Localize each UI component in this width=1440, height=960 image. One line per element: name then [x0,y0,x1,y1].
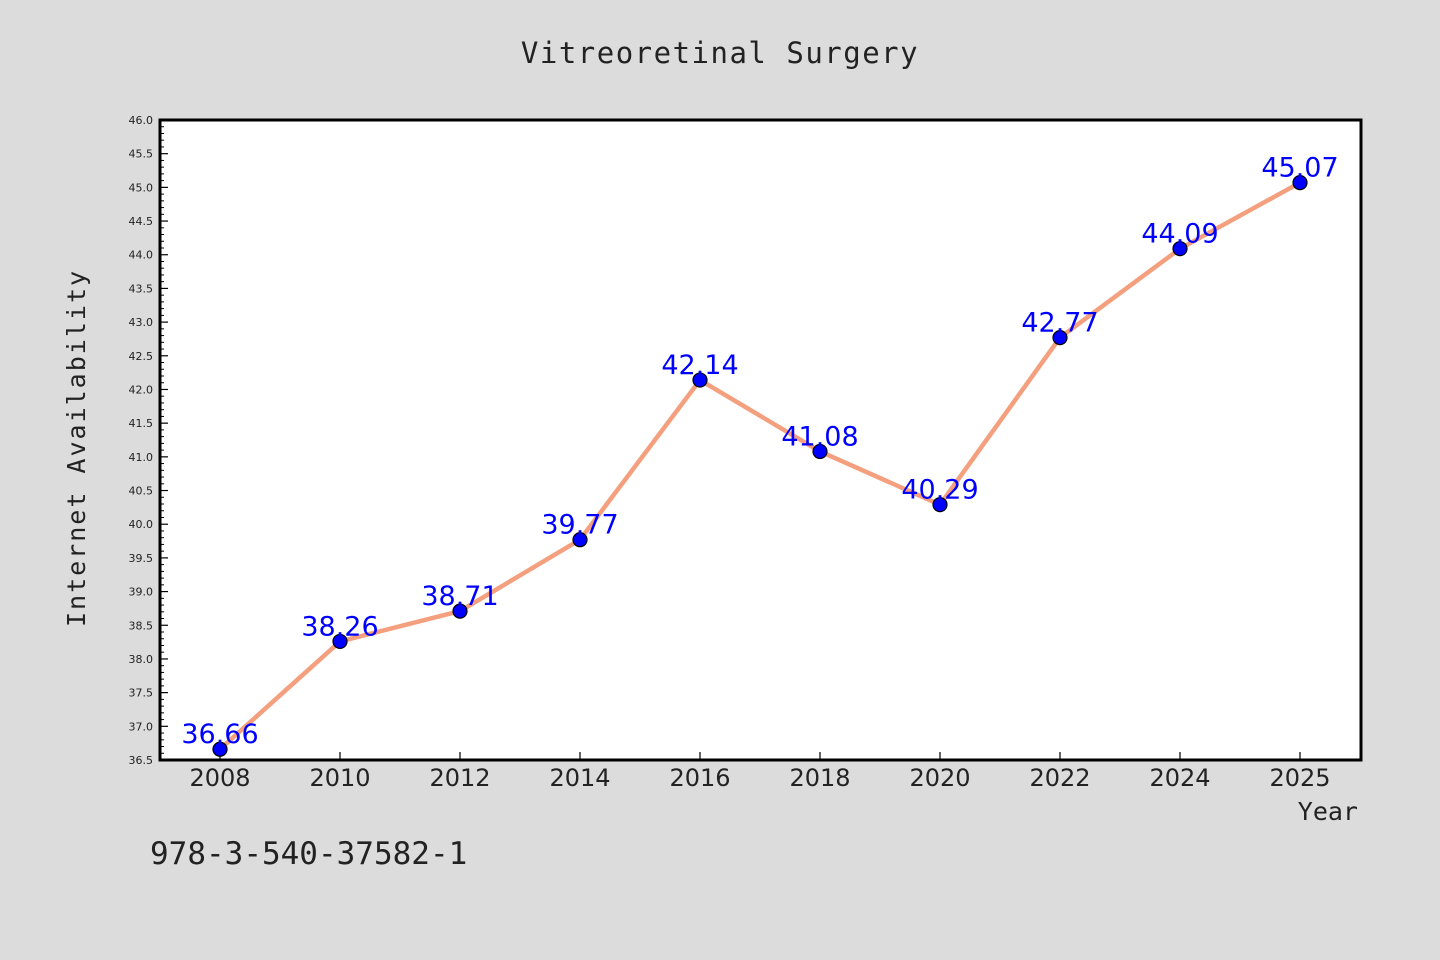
x-tick-label: 2024 [1149,764,1210,792]
y-tick-label: 40.5 [129,485,154,498]
chart-title: Vitreoretinal Surgery [521,36,919,70]
x-tick-label: 2022 [1029,764,1090,792]
x-tick-label: 2012 [429,764,490,792]
data-label: 36.66 [181,719,258,750]
x-tick-label: 2010 [309,764,370,792]
y-tick-label: 37.5 [129,687,154,700]
y-tick-label: 40.0 [129,518,154,531]
y-tick-label: 38.0 [129,653,154,666]
data-label: 42.14 [661,350,738,381]
x-tick-label: 2020 [909,764,970,792]
data-label: 42.77 [1021,308,1098,339]
data-point [1292,175,1308,191]
data-label: 39.77 [541,510,618,541]
data-point [1052,330,1068,346]
y-tick-label: 41.0 [129,451,154,464]
data-point [812,443,828,460]
y-tick-label: 44.0 [129,249,154,262]
y-tick-label: 41.5 [129,417,154,430]
data-labels: 36.66 38.26 38.71 39.77 42.14 41.08 40.29 42.77… [181,153,1338,751]
data-point [212,741,228,757]
series-line-group [217,180,1303,752]
y-tick-label: 44.5 [129,215,154,228]
plot-area [160,120,1361,760]
y-tick-label: 36.5 [129,754,154,767]
y-axis-label: Internet Availability [62,269,91,627]
data-point [1172,241,1188,257]
data-point [452,603,468,619]
x-tick-label: 2025 [1269,764,1330,792]
y-tick-label: 39.5 [129,552,154,565]
x-tick-label: 2018 [789,764,850,792]
data-point [572,532,588,548]
y-tick-label: 45.5 [129,148,154,161]
x-tick-label: 2016 [669,764,730,792]
data-point [332,633,348,650]
data-label: 41.08 [781,421,858,452]
x-axis-label: Year [1298,797,1358,826]
series-line [217,180,1303,752]
y-tick-label: 42.0 [129,383,154,396]
y-tick-label: 46.0 [129,114,154,127]
y-tick-label: 43.5 [129,282,154,295]
data-point [692,372,708,388]
footer-code: 978-3-540-37582-1 [150,836,467,872]
x-tick-label: 2014 [549,764,610,792]
y-tick-label: 39.0 [129,586,154,599]
data-label: 45.07 [1261,153,1338,184]
data-points [212,175,1308,757]
y-tick-label: 42.5 [129,350,154,363]
y-tick-label: 45.0 [129,181,154,194]
y-tick-label: 43.0 [129,316,154,329]
data-label: 38.26 [301,611,378,642]
y-tick-label: 37.0 [129,720,154,733]
data-label: 40.29 [901,475,978,506]
y-tick-label: 38.5 [129,619,154,632]
data-label: 44.09 [1141,219,1218,250]
x-axis: 2008 2010 2012 2014 2016 2018 2020 2022 2024 2025 [189,752,1331,792]
plot-frame [158,118,1363,762]
data-label: 38.71 [421,581,498,612]
x-tick-label: 2008 [189,764,250,792]
data-point [932,497,948,513]
